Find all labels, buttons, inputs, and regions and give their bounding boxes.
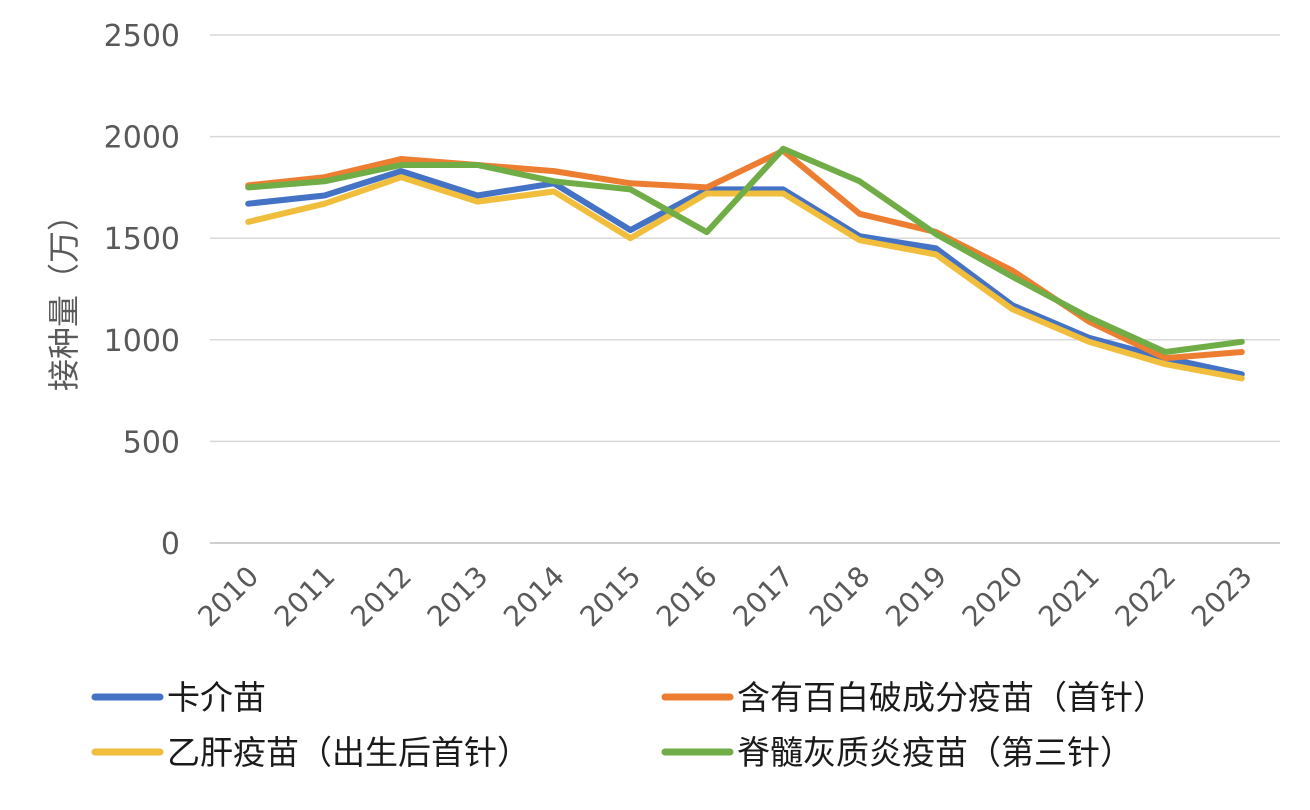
x-tick-label: 2022 (1109, 560, 1183, 634)
x-tick-label: 2012 (344, 560, 418, 634)
y-tick-label: 2000 (104, 121, 180, 156)
x-tick-label: 2018 (803, 560, 877, 634)
series-line-3 (245, 174, 1245, 382)
x-tick-label: 2017 (726, 560, 800, 634)
legend-label: 卡介苗 (167, 678, 266, 717)
y-axis-label: 接种量（万） (45, 199, 83, 391)
legend: 卡介苗 含有百白破成分疫苗（首针） 乙肝疫苗（出生后首针） 脊髓灰质炎疫苗（第三针） (91, 678, 1166, 772)
series-line-2 (245, 147, 1245, 362)
x-tick-label: 2015 (574, 560, 648, 634)
legend-item: 脊髓灰质炎疫苗（第三针） (661, 733, 1133, 772)
gridlines (210, 34, 1280, 544)
y-axis-ticks: 0 500 1000 1500 2000 2500 (104, 19, 180, 562)
x-tick-label: 2020 (956, 560, 1030, 634)
legend-item: 乙肝疫苗（出生后首针） (91, 733, 530, 772)
legend-label: 脊髓灰质炎疫苗（第三针） (737, 733, 1133, 772)
legend-label: 乙肝疫苗（出生后首针） (167, 733, 530, 772)
x-tick-label: 2010 (191, 560, 265, 634)
y-tick-label: 0 (161, 527, 180, 562)
legend-item: 卡介苗 (91, 678, 266, 717)
x-tick-label: 2019 (879, 560, 953, 634)
x-tick-label: 2014 (497, 560, 571, 634)
x-tick-label: 2011 (268, 560, 342, 634)
y-tick-label: 1000 (104, 324, 180, 359)
x-tick-label: 2016 (650, 560, 724, 634)
y-tick-label: 1500 (104, 222, 180, 257)
legend-item: 含有百白破成分疫苗（首针） (661, 678, 1166, 717)
x-axis-ticks: 2010 2011 2012 2013 2014 2015 2016 2017 2018 2019… (191, 560, 1258, 634)
legend-label: 含有百白破成分疫苗（首针） (737, 678, 1166, 717)
y-tick-label: 2500 (104, 19, 180, 54)
x-tick-label: 2013 (421, 560, 495, 634)
series-line-4 (245, 145, 1245, 355)
x-tick-label: 2023 (1185, 560, 1259, 634)
series-lines (245, 145, 1245, 382)
y-tick-label: 500 (123, 425, 180, 460)
x-tick-label: 2021 (1032, 560, 1106, 634)
